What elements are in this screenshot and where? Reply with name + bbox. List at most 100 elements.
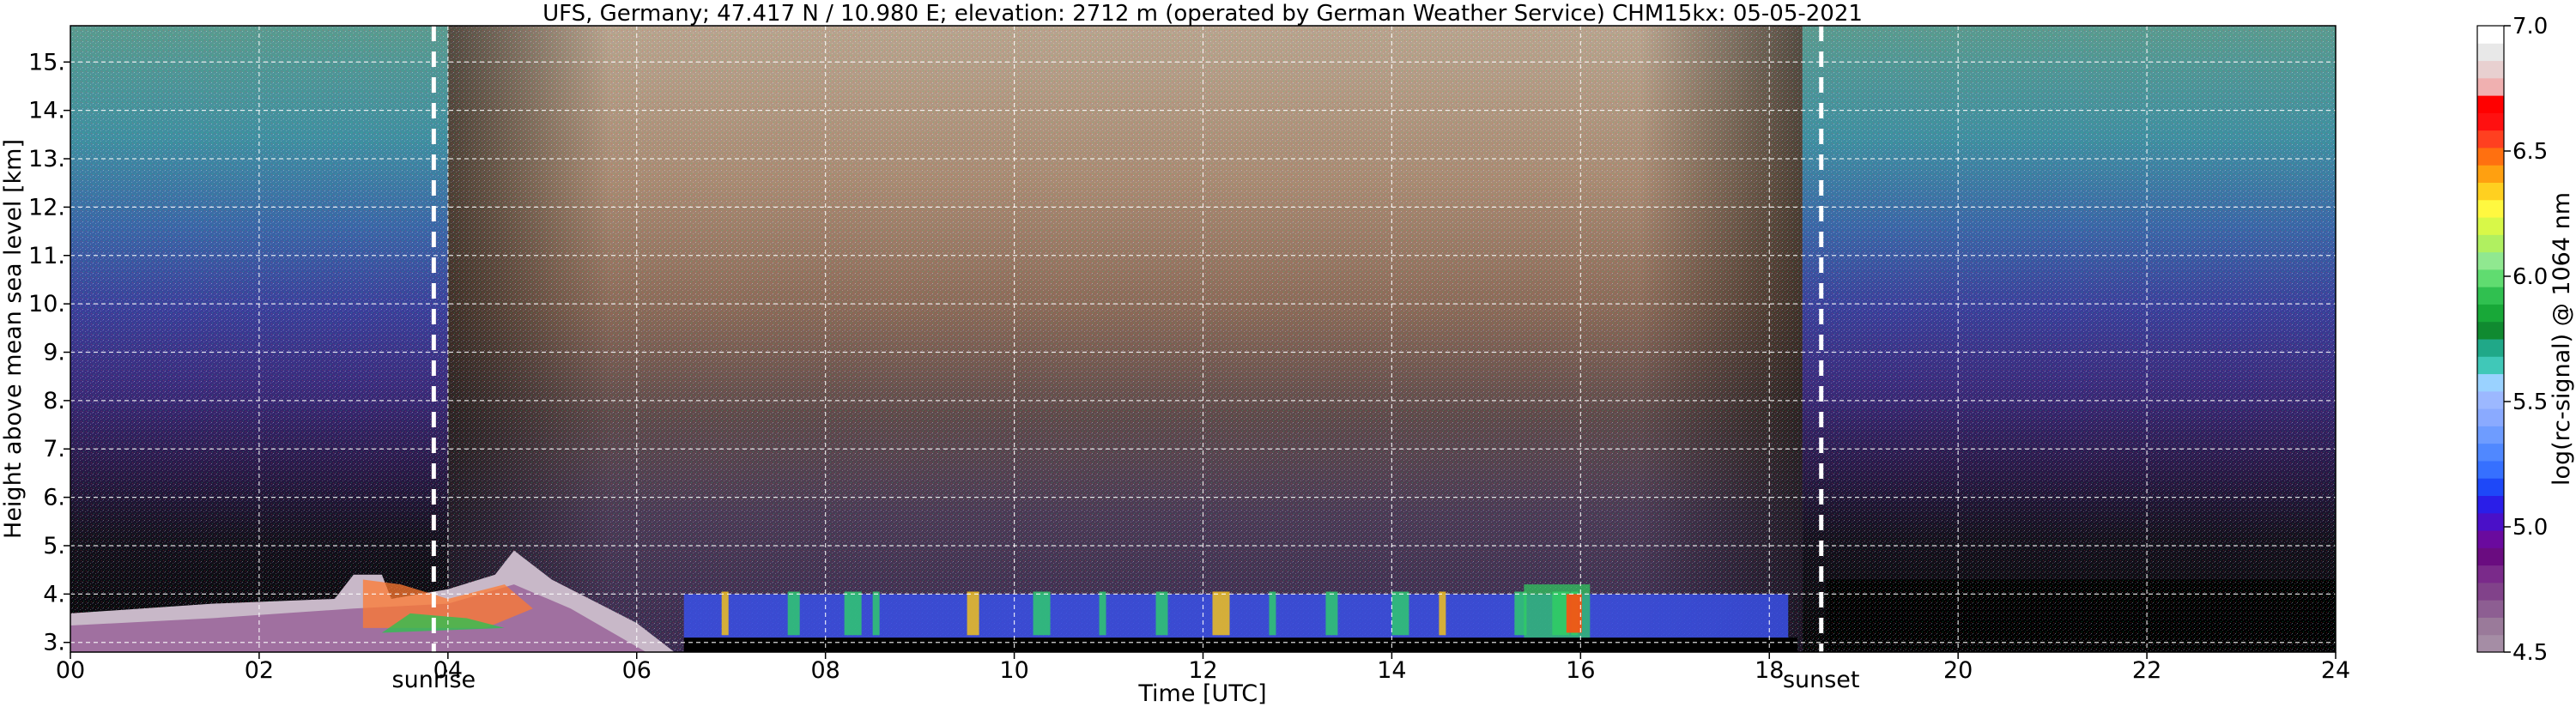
colorbar-tick-label: 7.0: [2512, 14, 2548, 39]
colorbar-segment: [2477, 165, 2504, 183]
y-tick-label: 3.: [43, 630, 65, 656]
x-tick-label: 00: [56, 657, 85, 684]
convective-streak: [1325, 591, 1338, 636]
colorbar-segment: [2477, 60, 2504, 79]
x-tick-label: 24: [2321, 657, 2350, 684]
y-tick-label: 7.: [43, 436, 65, 462]
colorbar-segment: [2477, 512, 2504, 531]
colorbar-frame: [2476, 25, 2505, 653]
colorbar-segment: [2477, 530, 2504, 548]
y-tick-label: 5.: [43, 533, 65, 559]
x-tick-label: 16: [1566, 657, 1595, 684]
colorbar-segment: [2477, 251, 2504, 270]
x-tick-label: 02: [245, 657, 274, 684]
x-tick-label: 22: [2132, 657, 2161, 684]
x-tick-label: 14: [1377, 657, 1406, 684]
colorbar: 4.5 5.0 5.5 6.0 6.5 7.0: [2476, 14, 2548, 666]
x-axis-label: Time [UTC]: [1137, 680, 1266, 707]
chart-title: UFS, Germany; 47.417 N / 10.980 E; eleva…: [542, 1, 1863, 27]
colorbar-tick-label: 5.0: [2512, 515, 2548, 541]
y-tick-label: 11.: [28, 243, 65, 269]
colorbar-segment: [2477, 617, 2504, 636]
colorbar-segment: [2477, 26, 2504, 44]
colorbar-segment: [2477, 43, 2504, 62]
y-axis-label: Height above mean sea level [km]: [0, 139, 27, 539]
colorbar-segment: [2477, 547, 2504, 566]
convective-streak: [721, 591, 729, 636]
x-tick-label: 06: [622, 657, 652, 684]
y-tick-label: 6.: [43, 485, 65, 511]
x-tick-label: 18: [1755, 657, 1784, 684]
convective-streak: [1155, 591, 1168, 636]
colorbar-segment: [2477, 443, 2504, 462]
y-tick-label: 9.: [43, 340, 65, 366]
early-layer-mid: [381, 613, 505, 633]
colorbar-segment: [2477, 217, 2504, 235]
convective-streak: [1269, 591, 1276, 636]
ground-dark-band: [683, 638, 1798, 652]
y-tick-label: 4.: [43, 581, 65, 607]
late-plume-core: [1566, 594, 1582, 633]
y-tick-label: 15.: [28, 49, 65, 76]
colorbar-tick-label: 6.5: [2512, 139, 2548, 165]
colorbar-segment: [2477, 339, 2504, 357]
x-tick-label: 20: [1943, 657, 1973, 684]
colorbar-segment: [2477, 130, 2504, 148]
y-tick-label: 13.: [28, 146, 65, 172]
sun-markers: sunrise sunset: [392, 26, 1860, 693]
colorbar-segment: [2477, 356, 2504, 375]
convective-layer: [683, 594, 1789, 638]
x-axis: 00 02 04 06 08 10 12 14 16 18 20 22 24: [56, 652, 2350, 684]
convective-streak: [1212, 591, 1230, 636]
convective-streak: [1099, 591, 1106, 636]
colorbar-segment: [2477, 321, 2504, 340]
x-tick-label: 12: [1188, 657, 1217, 684]
x-tick-label: 10: [999, 657, 1028, 684]
convective-streak: [787, 591, 800, 636]
convective-streak: [1514, 591, 1527, 636]
colorbar-segment: [2477, 600, 2504, 618]
colorbar-segment: [2477, 95, 2504, 113]
colorbar-segment: [2477, 373, 2504, 392]
x-tick-label: 08: [810, 657, 839, 684]
sunrise-label: sunrise: [392, 667, 476, 693]
convective-streak: [967, 591, 979, 636]
colorbar-tick-label: 6.0: [2512, 264, 2548, 290]
colorbar-segment: [2477, 408, 2504, 426]
colorbar-segment: [2477, 582, 2504, 601]
colorbar-segment: [2477, 112, 2504, 131]
colorbar-segment: [2477, 234, 2504, 253]
colorbar-segment: [2477, 77, 2504, 96]
x-tick-label: 04: [433, 657, 463, 684]
convective-streak: [1439, 591, 1446, 636]
colorbar-tick-label: 4.5: [2512, 640, 2548, 666]
colorbar-segment: [2477, 390, 2504, 409]
sunset-label: sunset: [1783, 667, 1860, 693]
convective-streak: [1033, 591, 1051, 636]
convective-streak: [1391, 591, 1409, 636]
y-tick-label: 8.: [43, 388, 65, 414]
y-tick-label: 10.: [28, 291, 65, 317]
colorbar-tick-label: 5.5: [2512, 390, 2548, 415]
colorbar-segment: [2477, 269, 2504, 287]
y-axis: 3. 4. 5. 6. 7. 8. 9. 10. 11. 12. 13. 14. 15.: [28, 49, 70, 656]
convective-streak: [844, 591, 862, 636]
y-tick-label: 14.: [28, 98, 65, 124]
y-tick-label: 12.: [28, 194, 65, 221]
colorbar-segment: [2477, 495, 2504, 514]
colorbar-segment: [2477, 199, 2504, 218]
early-layer-high: [362, 579, 533, 628]
colorbar-segment: [2477, 147, 2504, 166]
colorbar-segment: [2477, 182, 2504, 201]
convective-streak: [872, 591, 880, 636]
colorbar-segment: [2477, 460, 2504, 479]
colorbar-segment: [2477, 565, 2504, 583]
colorbar-segment: [2477, 304, 2504, 323]
colorbar-segment: [2477, 287, 2504, 305]
colorbar-segment: [2477, 634, 2504, 653]
colorbar-segment: [2477, 478, 2504, 496]
boundary-layer-signal: [70, 550, 1798, 652]
colorbar-segment: [2477, 426, 2504, 444]
grid-lines: [70, 26, 2336, 652]
